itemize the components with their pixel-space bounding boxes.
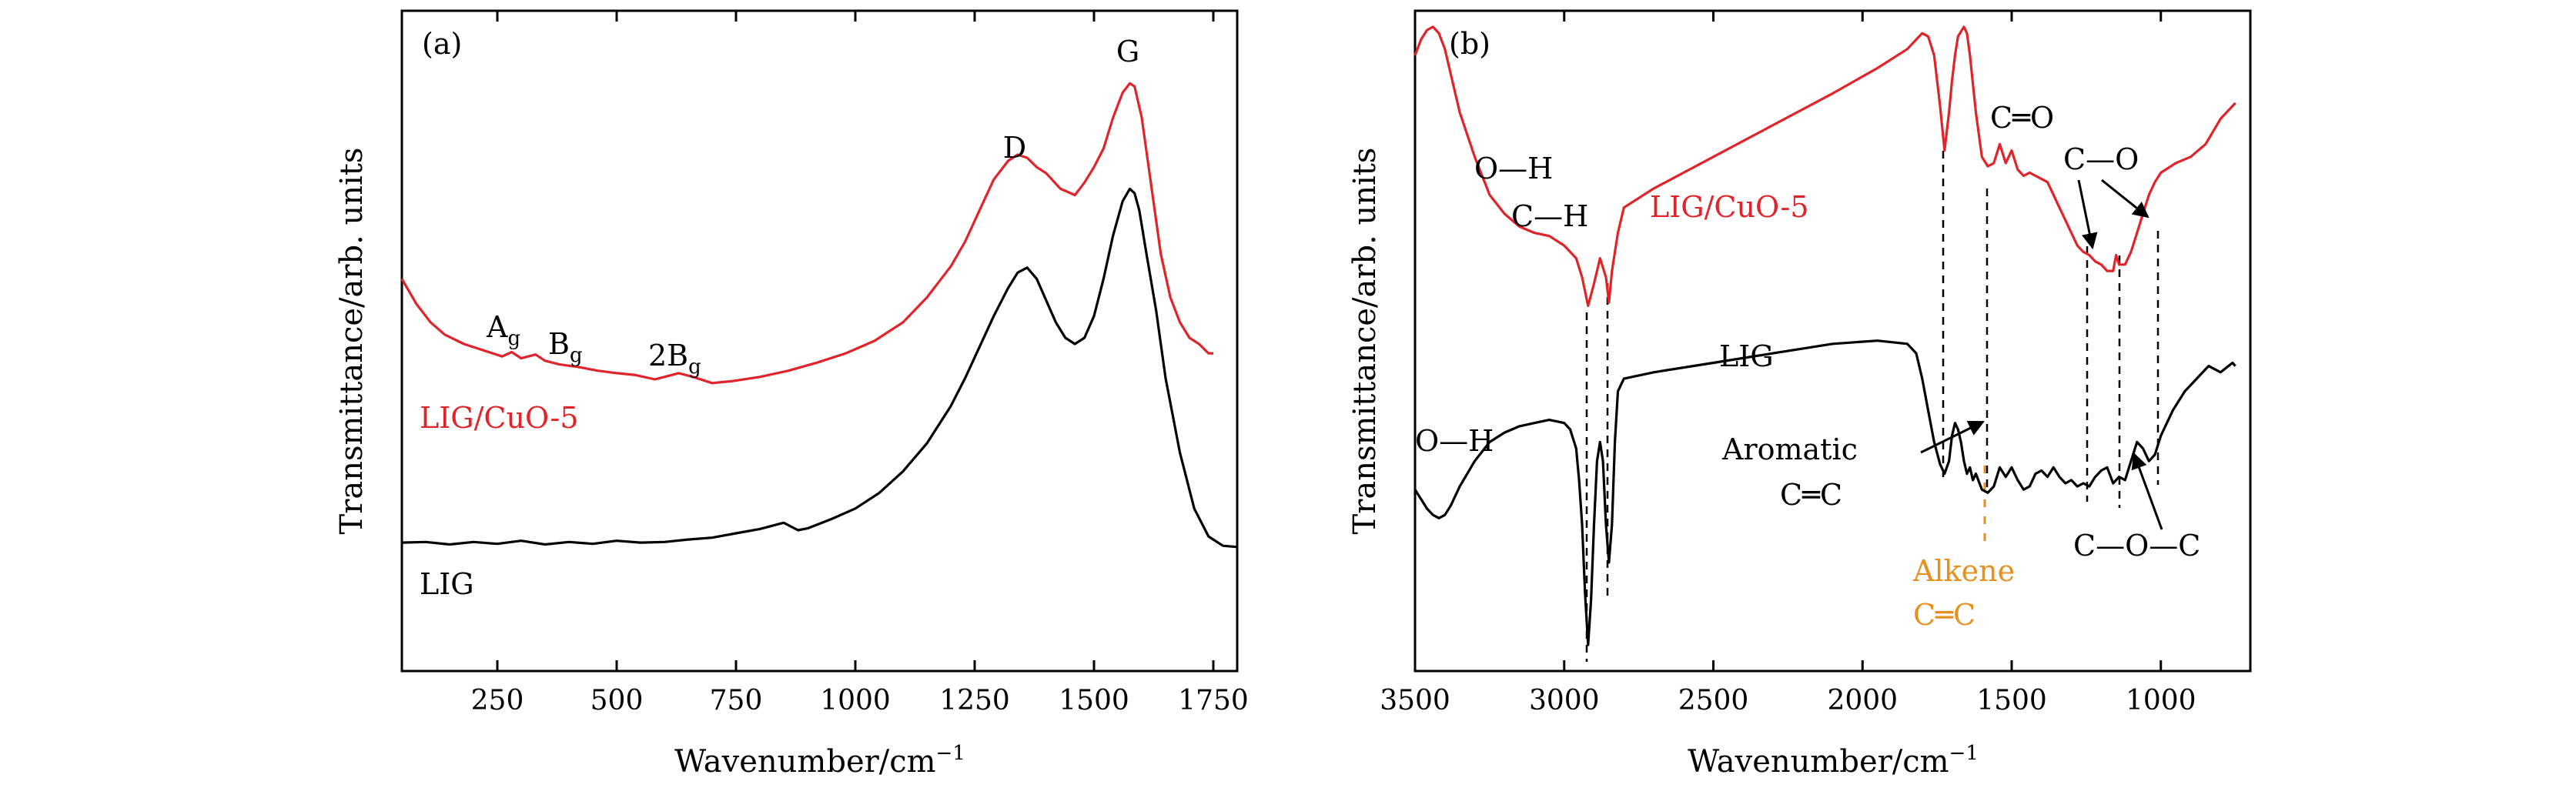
x-axis-label-text-b: Wavenumber/cm	[1688, 744, 1949, 780]
x-tick-label-a-1750: 1750	[1178, 685, 1249, 716]
peak-label-g: G	[1116, 35, 1139, 68]
x-ticks-b: 3500 3000 2500 2000 1500 1000	[1380, 11, 2196, 716]
panel-label-b: (b)	[1449, 27, 1490, 61]
plot-frame-a	[400, 9, 1239, 673]
x-tick-label-b-1500: 1500	[1976, 685, 2047, 716]
arrow-co-left	[2077, 179, 2098, 250]
peak-label-ag-sub: g	[507, 327, 520, 350]
band-label-co-double: C═O	[1990, 101, 2054, 135]
x-tick-label-a-1500: 1500	[1059, 685, 1129, 716]
band-label-ch: C—H	[1511, 199, 1588, 233]
arrow-co-right	[2101, 179, 2149, 219]
peak-label-d: D	[1003, 131, 1026, 165]
legend-lig-b: LIG	[1719, 339, 1774, 373]
x-tick-label-a-250: 250	[471, 685, 524, 716]
x-axis-label-text-a: Wavenumber/cm	[674, 744, 935, 780]
peak-label-bg-main: B	[548, 327, 570, 361]
legend-lig-cuo5-b: LIG/CuO-5	[1650, 190, 1809, 224]
x-tick-label-a-500: 500	[590, 685, 644, 716]
band-label-alkene: Alkene	[1912, 554, 2015, 588]
band-label-alkene-cc: C═C	[1913, 598, 1975, 632]
line-lig-cuo5-raman	[400, 82, 1213, 385]
plot-frame-b	[1413, 9, 2252, 673]
panel-a: 250 500 750 1000 1250 1500 1750 (a) Transmitta…	[334, 9, 1249, 780]
x-axis-label-a: Wavenumber/cm−1	[674, 742, 965, 780]
y-axis-label-a: Transmittance/arb. units	[334, 148, 370, 535]
guide-lines	[1585, 151, 2159, 662]
x-tick-label-a-1000: 1000	[820, 685, 891, 716]
band-label-co-single: C—O	[2063, 142, 2139, 176]
series-a	[400, 82, 1238, 549]
line-lig-ftir	[1413, 339, 2236, 646]
x-tick-label-b-1000: 1000	[2126, 685, 2196, 716]
x-axis-label-sup-a: −1	[936, 742, 965, 765]
peak-label-ag-main: A	[486, 310, 508, 344]
band-label-coc: C—O—C	[2073, 529, 2200, 563]
series-b	[1413, 25, 2236, 646]
x-tick-label-b-2000: 2000	[1827, 685, 1898, 716]
peak-label-2bg: 2Bg	[648, 339, 701, 379]
band-label-oh-bottom: O—H	[1415, 424, 1494, 458]
x-axis-label-sup-b: −1	[1949, 742, 1979, 765]
peak-label-bg-sub: g	[570, 344, 583, 367]
arrow-aromatic	[1920, 420, 1985, 454]
x-tick-label-a-1250: 1250	[939, 685, 1010, 716]
peak-label-2bg-sub: g	[688, 356, 701, 379]
band-label-aromatic-cc: C═C	[1780, 478, 1842, 512]
x-ticks-a: 250 500 750 1000 1250 1500 1750	[471, 11, 1249, 716]
band-label-aromatic: Aromatic	[1721, 432, 1858, 466]
panel-b: 3500 3000 2500 2000 1500 1000 (b) Transmittan…	[1347, 9, 2252, 780]
peak-label-ag: Ag	[486, 310, 520, 350]
peak-label-bg: Bg	[548, 327, 583, 367]
arrow-coc	[2131, 452, 2163, 530]
y-axis-label-b: Transmittance/arb. units	[1347, 148, 1383, 535]
line-lig-raman	[401, 187, 1238, 549]
peak-label-2bg-main: 2B	[648, 339, 688, 372]
x-axis-label-b: Wavenumber/cm−1	[1688, 742, 1979, 780]
legend-lig-cuo5-a: LIG/CuO-5	[420, 401, 579, 435]
panel-label-a: (a)	[422, 27, 462, 61]
x-tick-label-b-2500: 2500	[1678, 685, 1749, 716]
line-lig-cuo5-ftir	[1413, 25, 2236, 307]
band-label-oh-top: O—H	[1474, 152, 1553, 185]
x-tick-label-a-750: 750	[710, 685, 763, 716]
x-tick-label-b-3000: 3000	[1529, 685, 1600, 716]
x-tick-label-b-3500: 3500	[1380, 685, 1450, 716]
legend-lig-a: LIG	[420, 567, 474, 601]
